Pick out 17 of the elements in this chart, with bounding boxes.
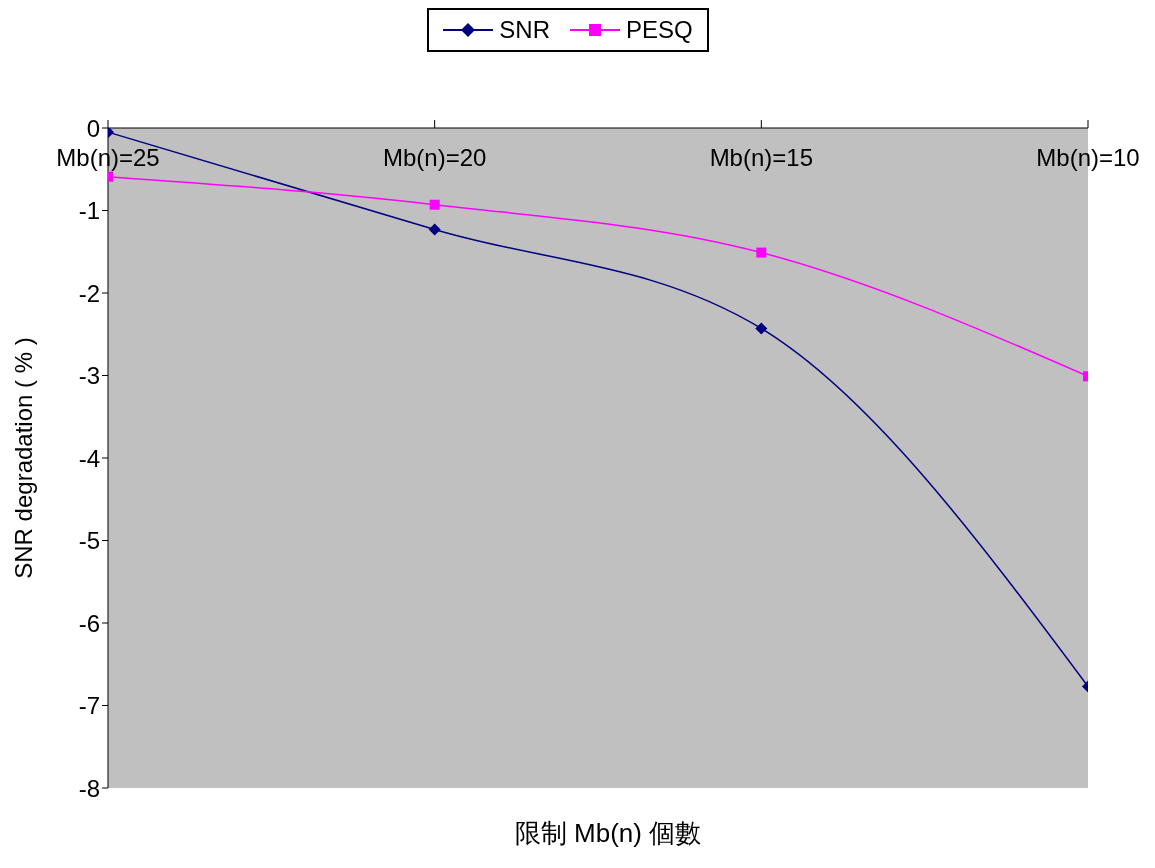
y-tick-label: -5 — [78, 527, 100, 555]
y-tick-label: -6 — [78, 609, 100, 637]
x-tick-label: Mb(n)=15 — [709, 144, 814, 171]
x-tick-label: Mb(n)=20 — [382, 144, 487, 171]
y-tick-label: -3 — [78, 362, 100, 390]
x-tick-label: Mb(n)=10 — [1036, 144, 1140, 171]
y-tick-label: -1 — [78, 197, 100, 225]
x-axis-title: 限制 Mb(n) 個數 — [513, 817, 703, 850]
y-tick-label: 0 — [86, 114, 100, 142]
y-tick-label: -4 — [78, 444, 100, 472]
y-tick-label: -8 — [78, 774, 100, 802]
legend-label: SNR — [498, 16, 550, 44]
y-tick-label: -7 — [78, 692, 100, 720]
x-tick-label: Mb(n)=25 — [56, 144, 160, 171]
y-axis-title: SNR degradation ( % ) — [9, 337, 37, 579]
y-tick-label: -2 — [78, 279, 100, 307]
legend-label: PESQ — [625, 16, 693, 44]
